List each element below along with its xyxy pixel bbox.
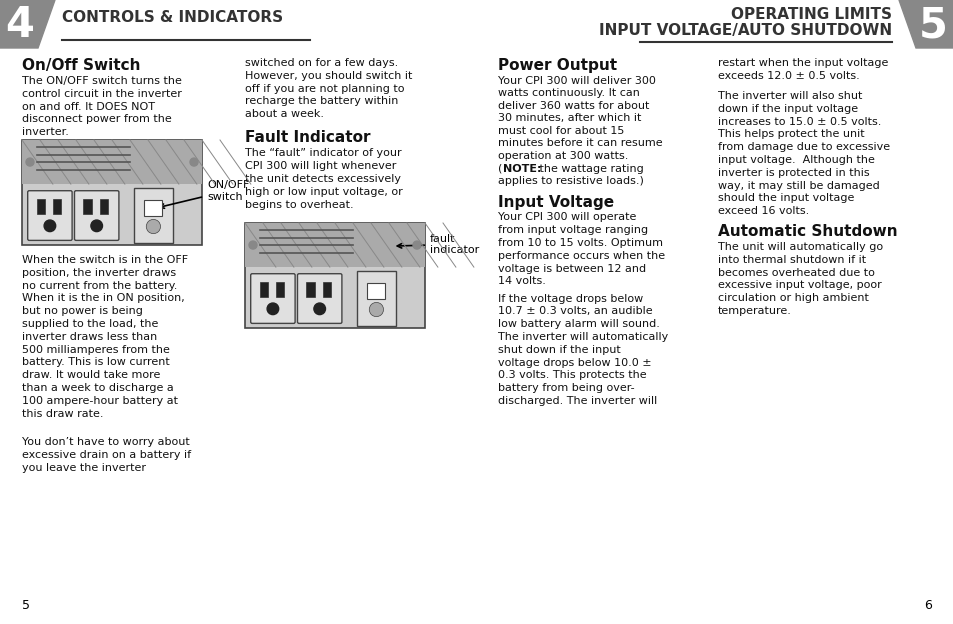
Circle shape	[314, 303, 325, 314]
FancyBboxPatch shape	[251, 274, 294, 323]
Text: applies to resistive loads.): applies to resistive loads.)	[497, 176, 643, 186]
Text: If the voltage drops below
10.7 ± 0.3 volts, an audible
low battery alarm will s: If the voltage drops below 10.7 ± 0.3 vo…	[497, 293, 667, 406]
Text: watts continuously. It can: watts continuously. It can	[497, 89, 639, 99]
Text: operation at 300 watts.: operation at 300 watts.	[497, 151, 628, 161]
Text: switched on for a few days.
However, you should switch it
off if you are not pla: switched on for a few days. However, you…	[245, 58, 412, 119]
Text: Fault Indicator: Fault Indicator	[245, 130, 370, 145]
Bar	[356, 271, 395, 326]
Text: OPERATING LIMITS: OPERATING LIMITS	[730, 7, 891, 22]
Circle shape	[26, 158, 34, 166]
Bar	[367, 283, 385, 298]
Bar	[36, 199, 45, 214]
Bar	[53, 199, 61, 214]
Text: minutes before it can resume: minutes before it can resume	[497, 139, 662, 149]
Bar	[83, 199, 91, 214]
Circle shape	[190, 158, 198, 166]
FancyBboxPatch shape	[74, 191, 119, 240]
Bar	[144, 200, 162, 215]
Text: the wattage rating: the wattage rating	[536, 163, 643, 173]
Text: The unit will automatically go
into thermal shutdown if it
becomes overheated du: The unit will automatically go into ther…	[718, 242, 882, 316]
Bar	[133, 188, 173, 243]
Text: Input Voltage: Input Voltage	[497, 195, 614, 210]
Text: CONTROLS & INDICATORS: CONTROLS & INDICATORS	[62, 10, 283, 25]
Circle shape	[267, 303, 278, 314]
Text: Automatic Shutdown: Automatic Shutdown	[718, 224, 897, 239]
Text: When the switch is in the OFF
position, the inverter draws
no current from the b: When the switch is in the OFF position, …	[22, 255, 188, 419]
Text: Your CPI 300 will deliver 300: Your CPI 300 will deliver 300	[497, 76, 656, 86]
Circle shape	[413, 241, 420, 249]
Text: (: (	[497, 163, 502, 173]
Text: The “fault” indicator of your
CPI 300 will light whenever
the unit detects exces: The “fault” indicator of your CPI 300 wi…	[245, 149, 402, 210]
FancyBboxPatch shape	[28, 191, 72, 240]
Text: INPUT VOLTAGE/AUTO SHUTDOWN: INPUT VOLTAGE/AUTO SHUTDOWN	[598, 23, 891, 38]
Circle shape	[249, 241, 256, 249]
Text: must cool for about 15: must cool for about 15	[497, 126, 623, 136]
Text: deliver 360 watts for about: deliver 360 watts for about	[497, 101, 649, 111]
Text: The ON/OFF switch turns the
control circuit in the inverter
on and off. It DOES : The ON/OFF switch turns the control circ…	[22, 76, 182, 137]
Text: The inverter will also shut
down if the input voltage
increases to 15.0 ± 0.5 vo: The inverter will also shut down if the …	[718, 91, 889, 216]
Bar	[245, 223, 424, 328]
Text: On/Off Switch: On/Off Switch	[22, 58, 140, 73]
Bar	[306, 282, 314, 297]
Bar	[276, 282, 284, 297]
Text: NOTE:: NOTE:	[503, 163, 541, 173]
Text: 30 minutes, after which it: 30 minutes, after which it	[497, 114, 640, 124]
Text: ON/OFF
switch: ON/OFF switch	[159, 180, 249, 208]
Bar	[22, 140, 202, 245]
Text: Power Output: Power Output	[497, 58, 617, 73]
Bar	[245, 223, 424, 267]
Text: fault
indicator: fault indicator	[396, 233, 478, 255]
Polygon shape	[0, 0, 55, 48]
Circle shape	[91, 220, 102, 232]
Circle shape	[369, 303, 383, 316]
Bar	[259, 282, 268, 297]
Bar	[100, 199, 109, 214]
Text: You don’t have to worry about
excessive drain on a battery if
you leave the inve: You don’t have to worry about excessive …	[22, 437, 191, 472]
Text: 4: 4	[5, 4, 34, 46]
Text: Your CPI 300 will operate
from input voltage ranging
from 10 to 15 volts. Optimu: Your CPI 300 will operate from input vol…	[497, 213, 664, 286]
FancyBboxPatch shape	[297, 274, 341, 323]
Circle shape	[146, 220, 160, 233]
Circle shape	[44, 220, 55, 232]
Text: 6: 6	[923, 599, 931, 612]
Text: 5: 5	[22, 599, 30, 612]
Bar	[22, 140, 202, 184]
Polygon shape	[898, 0, 953, 48]
Text: restart when the input voltage
exceeds 12.0 ± 0.5 volts.: restart when the input voltage exceeds 1…	[718, 58, 887, 80]
Text: 5: 5	[918, 4, 947, 46]
Bar	[323, 282, 331, 297]
